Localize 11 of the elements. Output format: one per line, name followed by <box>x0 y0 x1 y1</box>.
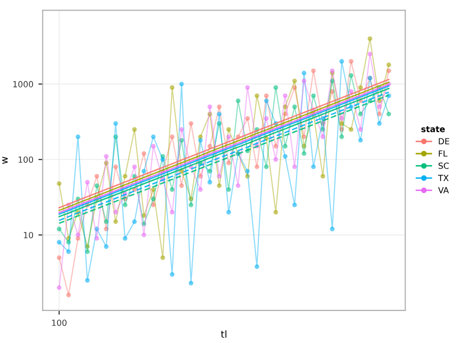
legend-label: TX <box>438 174 449 181</box>
y-tick-label: 100 <box>18 156 34 163</box>
legend-label: VA <box>438 187 449 194</box>
legend-title: state <box>421 126 445 132</box>
legend-label: FL <box>438 150 448 157</box>
y-tick-label: 1000 <box>13 81 34 88</box>
y-axis-title: w <box>2 156 8 164</box>
x-axis-title: tl <box>220 330 226 338</box>
legend-label: DE <box>438 138 450 144</box>
legend-label: SC <box>438 162 449 169</box>
y-tick-label: 10 <box>24 232 34 238</box>
